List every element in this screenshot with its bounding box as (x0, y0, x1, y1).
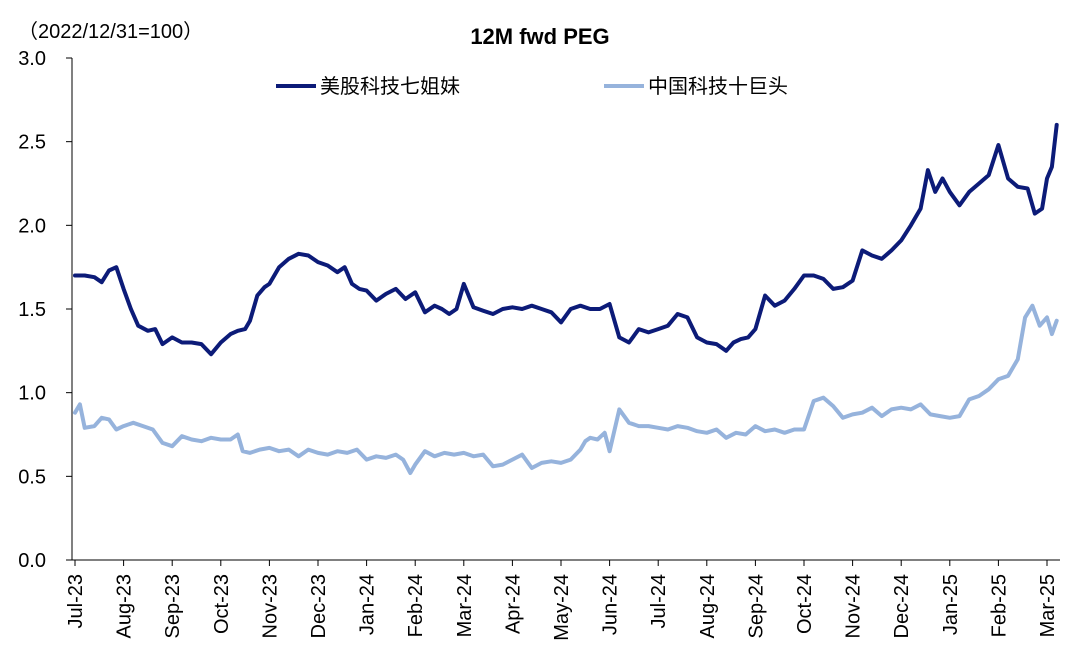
x-tick-label: Jan-24 (357, 574, 379, 635)
x-tick-label: May-24 (551, 574, 573, 641)
y-tick-label: 0.5 (18, 466, 46, 488)
y-tick-label: 3.0 (18, 48, 46, 70)
x-tick-label: Aug-24 (697, 574, 719, 639)
x-tick-label: Dec-23 (308, 574, 330, 638)
x-tick-label: Feb-24 (405, 574, 427, 637)
legend: 美股科技七姐妹 中国科技十巨头 (276, 74, 788, 98)
x-tick-label: Sep-23 (162, 574, 184, 639)
chart-note: （2022/12/31=100） (18, 20, 203, 43)
x-tick-label: Jan-25 (940, 574, 962, 635)
y-axis: 0.0 0.5 1.0 1.5 2.0 2.5 3.0 (18, 48, 73, 572)
series-line-us-tech (73, 122, 1059, 357)
x-axis: Jul-23 Aug-23 Sep-23 Oct-23 Nov-23 Dec-23 Jan-… (65, 559, 1060, 641)
legend-label-us-tech: 美股科技七姐妹 (320, 74, 460, 98)
x-tick-label: Jul-23 (65, 574, 87, 628)
y-tick-label: 0.0 (18, 550, 46, 572)
y-tick-label: 1.0 (18, 383, 46, 405)
x-tick-label: Mar-25 (1037, 574, 1059, 637)
y-tick-label: 1.5 (18, 299, 46, 321)
x-tick-label: Jun-24 (600, 574, 622, 635)
x-tick-label: Sep-24 (745, 574, 767, 639)
x-tick-label: Jul-24 (648, 574, 670, 628)
x-tick-label: Feb-25 (988, 574, 1010, 637)
series-line-cn-tech (73, 303, 1059, 475)
x-tick-label: Apr-24 (502, 574, 524, 634)
x-tick-label: Dec-24 (891, 574, 913, 638)
x-tick-label: Mar-24 (454, 574, 476, 637)
legend-label-cn-tech: 中国科技十巨头 (648, 74, 788, 98)
series-layer (73, 122, 1059, 475)
x-tick-label: Oct-24 (794, 574, 816, 634)
y-tick-label: 2.5 (18, 132, 46, 154)
chart-title: 12M fwd PEG (470, 24, 609, 49)
x-tick-label: Nov-24 (843, 574, 865, 638)
x-tick-label: Oct-23 (211, 574, 233, 634)
x-tick-label: Aug-23 (114, 574, 136, 639)
x-tick-label: Nov-23 (259, 574, 281, 638)
y-tick-label: 2.0 (18, 215, 46, 237)
